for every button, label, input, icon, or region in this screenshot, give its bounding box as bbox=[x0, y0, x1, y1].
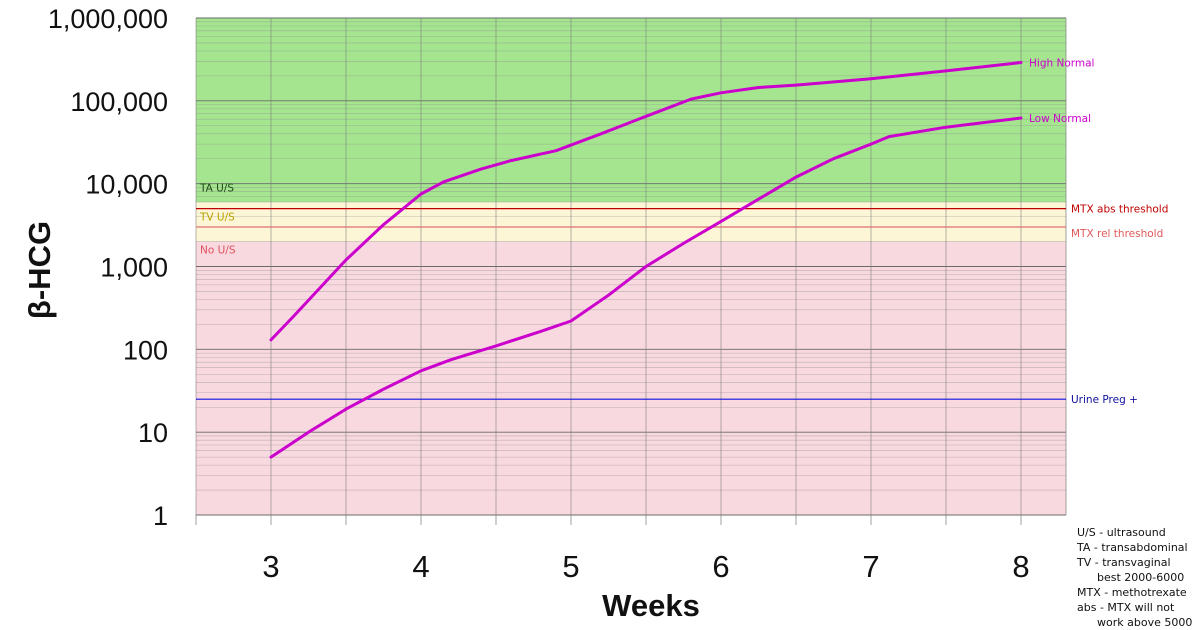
y-tick-label: 10 bbox=[138, 418, 168, 448]
y-tick-label: 100 bbox=[123, 335, 168, 365]
reference-label-mtx-abs-threshold: MTX abs threshold bbox=[1071, 204, 1168, 216]
series-label-high-normal: High Normal bbox=[1029, 58, 1094, 70]
zone-band-ta-u-s bbox=[196, 18, 1066, 203]
legend-note-line: TV - transvaginal bbox=[1076, 556, 1171, 569]
x-tick-label: 8 bbox=[1012, 549, 1029, 584]
series-label-low-normal: Low Normal bbox=[1029, 113, 1091, 125]
zone-label-tv-u-s: TV U/S bbox=[199, 212, 235, 224]
y-tick-label: 100,000 bbox=[70, 87, 168, 117]
zone-band-tv-u-s bbox=[196, 202, 1066, 242]
zone-label-no-u-s: No U/S bbox=[200, 245, 236, 257]
legend-note-line: work above 5000 bbox=[1097, 616, 1192, 629]
reference-label-urine-preg-: Urine Preg + bbox=[1071, 394, 1138, 406]
x-tick-label: 6 bbox=[712, 549, 729, 584]
x-tick-label: 7 bbox=[862, 549, 879, 584]
legend-note-line: MTX - methotrexate bbox=[1077, 586, 1187, 599]
y-tick-label: 1 bbox=[153, 501, 168, 531]
x-tick-label: 4 bbox=[412, 549, 429, 584]
y-tick-label: 1,000 bbox=[100, 253, 168, 283]
x-axis-title: Weeks bbox=[602, 588, 700, 623]
legend-note-line: abs - MTX will not bbox=[1077, 601, 1175, 614]
legend-note-line: TA - transabdominal bbox=[1076, 541, 1188, 554]
y-axis-title: β-HCG bbox=[22, 221, 57, 319]
y-tick-label: 1,000,000 bbox=[48, 4, 168, 34]
zone-label-ta-u-s: TA U/S bbox=[199, 182, 234, 194]
x-tick-label: 3 bbox=[262, 549, 279, 584]
y-tick-label: 10,000 bbox=[85, 170, 168, 200]
reference-label-mtx-rel-threshold: MTX rel threshold bbox=[1071, 228, 1163, 240]
x-tick-label: 5 bbox=[562, 549, 579, 584]
series-line-high-normal bbox=[269, 61, 1023, 342]
legend-note-line: U/S - ultrasound bbox=[1077, 526, 1166, 539]
zone-band-no-u-s bbox=[196, 241, 1066, 515]
legend-note-line: best 2000-6000 bbox=[1097, 571, 1184, 584]
series-line-low-normal bbox=[269, 116, 1023, 459]
